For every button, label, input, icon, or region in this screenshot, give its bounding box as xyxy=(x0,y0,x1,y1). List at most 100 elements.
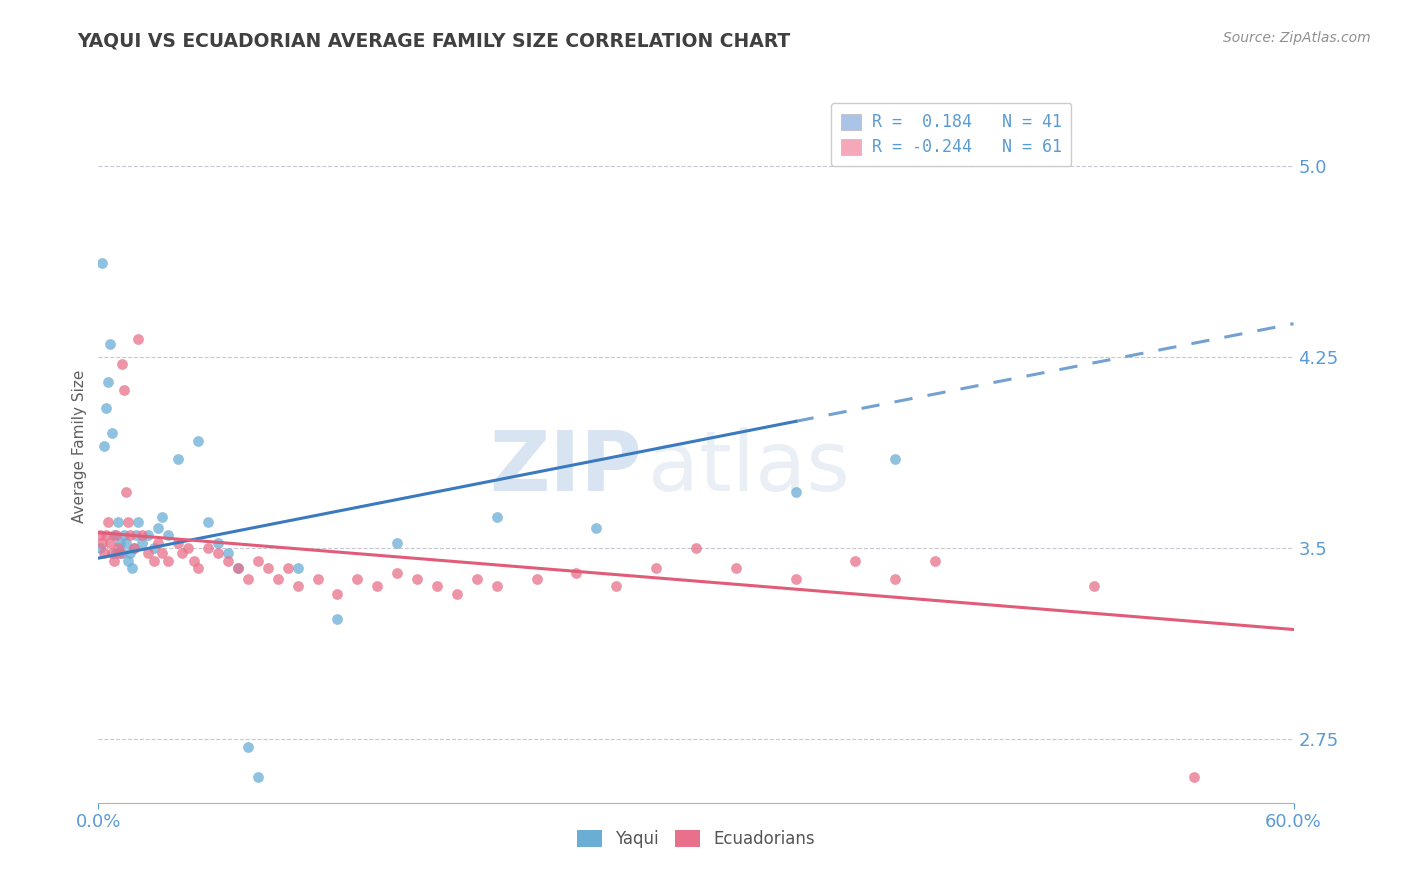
Point xyxy=(136,546,159,560)
Point xyxy=(143,554,166,568)
Point xyxy=(103,528,125,542)
Point xyxy=(326,612,349,626)
Point xyxy=(197,516,219,530)
Point xyxy=(120,546,142,560)
Point xyxy=(526,572,548,586)
Point xyxy=(605,579,627,593)
Point xyxy=(91,536,114,550)
Point xyxy=(121,561,143,575)
Point xyxy=(150,546,173,560)
Point xyxy=(110,536,132,550)
Point xyxy=(127,332,149,346)
Point xyxy=(91,255,114,269)
Point xyxy=(267,572,290,586)
Point xyxy=(117,554,139,568)
Point xyxy=(724,561,747,575)
Point xyxy=(98,337,122,351)
Text: atlas: atlas xyxy=(648,427,849,508)
Point xyxy=(246,770,269,784)
Point xyxy=(103,554,125,568)
Point xyxy=(120,528,142,542)
Point xyxy=(89,528,111,542)
Point xyxy=(326,587,349,601)
Point xyxy=(884,572,907,586)
Point xyxy=(172,546,194,560)
Point xyxy=(183,554,205,568)
Point xyxy=(143,541,166,555)
Point xyxy=(1182,770,1205,784)
Point xyxy=(236,739,259,754)
Point xyxy=(125,528,148,542)
Point xyxy=(131,536,153,550)
Point xyxy=(346,572,368,586)
Point xyxy=(226,561,249,575)
Point xyxy=(115,536,138,550)
Point xyxy=(226,561,249,575)
Point xyxy=(277,561,299,575)
Point xyxy=(136,528,159,542)
Legend: Yaqui, Ecuadorians: Yaqui, Ecuadorians xyxy=(569,823,823,855)
Point xyxy=(217,546,239,560)
Point xyxy=(107,541,129,555)
Point xyxy=(93,439,115,453)
Point xyxy=(167,536,190,550)
Point xyxy=(112,383,135,397)
Point xyxy=(197,541,219,555)
Point xyxy=(187,561,209,575)
Point xyxy=(124,541,146,555)
Point xyxy=(157,528,180,542)
Point xyxy=(385,536,409,550)
Point xyxy=(131,528,153,542)
Point xyxy=(93,546,115,560)
Point xyxy=(177,541,200,555)
Point xyxy=(406,572,429,586)
Point xyxy=(465,572,488,586)
Point xyxy=(446,587,468,601)
Point xyxy=(307,572,329,586)
Point xyxy=(685,541,707,555)
Point xyxy=(884,451,907,466)
Point xyxy=(485,579,508,593)
Point xyxy=(246,554,269,568)
Point xyxy=(565,566,588,581)
Point xyxy=(105,528,128,542)
Point xyxy=(366,579,388,593)
Point xyxy=(127,516,149,530)
Point xyxy=(115,484,138,499)
Y-axis label: Average Family Size: Average Family Size xyxy=(72,369,87,523)
Point xyxy=(107,516,129,530)
Point xyxy=(98,536,122,550)
Point xyxy=(287,579,309,593)
Point xyxy=(110,546,132,560)
Point xyxy=(148,536,170,550)
Point xyxy=(124,541,146,555)
Point xyxy=(97,376,120,390)
Point xyxy=(150,510,173,524)
Point xyxy=(844,554,866,568)
Text: ZIP: ZIP xyxy=(489,427,643,508)
Point xyxy=(96,401,118,415)
Point xyxy=(101,426,124,441)
Point xyxy=(105,546,128,560)
Point xyxy=(924,554,946,568)
Point xyxy=(89,541,111,555)
Point xyxy=(236,572,259,586)
Point xyxy=(157,554,180,568)
Point xyxy=(426,579,449,593)
Point xyxy=(585,520,607,534)
Point xyxy=(148,520,170,534)
Point xyxy=(207,536,229,550)
Point xyxy=(111,546,134,560)
Point xyxy=(117,516,139,530)
Point xyxy=(112,528,135,542)
Point xyxy=(167,451,190,466)
Point xyxy=(785,572,807,586)
Text: YAQUI VS ECUADORIAN AVERAGE FAMILY SIZE CORRELATION CHART: YAQUI VS ECUADORIAN AVERAGE FAMILY SIZE … xyxy=(77,31,790,50)
Point xyxy=(385,566,409,581)
Point xyxy=(1083,579,1105,593)
Point xyxy=(96,528,118,542)
Point xyxy=(187,434,209,448)
Point xyxy=(207,546,229,560)
Point xyxy=(217,554,239,568)
Point xyxy=(101,546,124,560)
